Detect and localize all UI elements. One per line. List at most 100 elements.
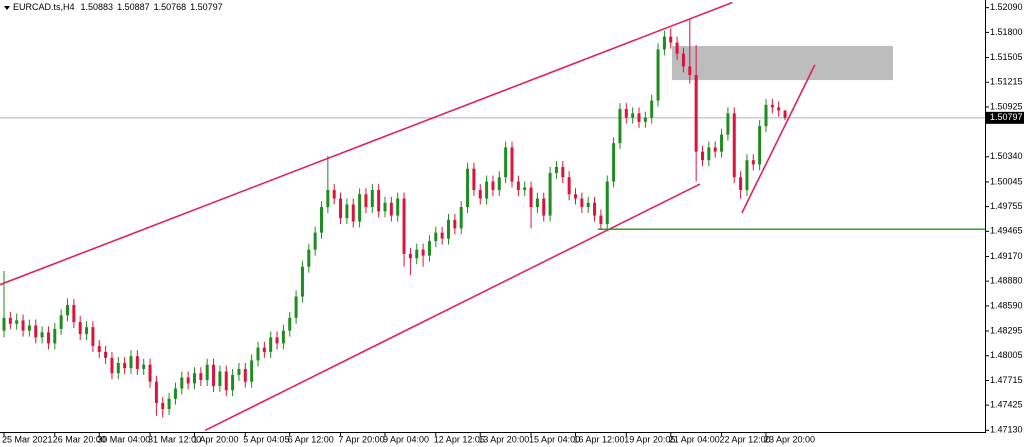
candle-body bbox=[402, 198, 406, 254]
candle-body bbox=[408, 253, 412, 259]
y-tick-label: 1.47715 bbox=[990, 375, 1023, 385]
candle-body bbox=[567, 177, 571, 195]
y-tick-label: 1.47130 bbox=[990, 425, 1023, 435]
x-tick-label: 7 Apr 20:00 bbox=[339, 434, 385, 444]
candle-body bbox=[34, 325, 38, 338]
candle-body bbox=[339, 198, 343, 219]
candle-body bbox=[167, 398, 171, 409]
candle-body bbox=[548, 172, 552, 216]
candle-body bbox=[383, 202, 387, 212]
candle-body bbox=[624, 109, 628, 118]
candle-body bbox=[440, 232, 444, 239]
y-tick-label: 1.50925 bbox=[990, 101, 1023, 111]
candle-body bbox=[777, 107, 781, 111]
candle-body bbox=[688, 66, 692, 75]
candle-body bbox=[307, 249, 311, 267]
y-tick-label: 1.50340 bbox=[990, 151, 1023, 161]
candle-body bbox=[186, 377, 190, 384]
x-tick-label: 6 Apr 12:00 bbox=[288, 434, 334, 444]
candle-body bbox=[161, 403, 165, 409]
x-tick-label: 15 Apr 04:00 bbox=[529, 434, 580, 444]
candle-body bbox=[250, 360, 254, 382]
trend-line bbox=[204, 183, 701, 432]
candle-body bbox=[732, 113, 736, 178]
collapse-icon[interactable] bbox=[4, 6, 10, 10]
candle-body bbox=[453, 219, 457, 229]
candle-body bbox=[707, 147, 711, 161]
x-tick-label: 25 Mar 2021 bbox=[2, 434, 53, 444]
candle-body bbox=[66, 305, 69, 316]
candle-body bbox=[8, 317, 12, 324]
candle-body bbox=[561, 167, 565, 178]
candle-body bbox=[421, 249, 425, 256]
candle-body bbox=[656, 49, 660, 101]
candle-body bbox=[15, 320, 19, 324]
candle-body bbox=[21, 320, 25, 331]
high: 1.50887 bbox=[117, 2, 150, 12]
candle-body bbox=[764, 104, 768, 127]
candle-body bbox=[281, 330, 285, 344]
y-tick-label: 1.49170 bbox=[990, 251, 1023, 261]
candle-body bbox=[243, 368, 247, 382]
candle-body bbox=[783, 110, 787, 118]
candle-body bbox=[415, 249, 419, 259]
candle-body bbox=[523, 187, 527, 191]
candle-body bbox=[199, 373, 203, 381]
x-tick-label: 19 Apr 20:05 bbox=[624, 434, 675, 444]
close: 1.50797 bbox=[190, 2, 223, 12]
candle-body bbox=[478, 190, 482, 199]
header: EURCAD.ts,H4 1.50883 1.50887 1.50768 1.50797 bbox=[13, 2, 223, 12]
candle-body bbox=[123, 362, 127, 369]
candle-body bbox=[135, 356, 139, 369]
candle-body bbox=[53, 328, 57, 344]
x-tick-label: 12 Apr 12:05 bbox=[434, 434, 485, 444]
y-tick-label: 1.52090 bbox=[990, 2, 1023, 12]
x-tick-label: 31 Mar 12:00 bbox=[148, 434, 201, 444]
candle-body bbox=[745, 160, 749, 191]
candle-body bbox=[205, 364, 209, 381]
candle-body bbox=[459, 207, 463, 229]
x-tick-label: 30 Mar 04:00 bbox=[97, 434, 150, 444]
candle-body bbox=[605, 181, 609, 225]
open: 1.50883 bbox=[81, 2, 114, 12]
candle-body bbox=[104, 351, 108, 358]
candle-body bbox=[694, 74, 698, 152]
candle-body bbox=[427, 241, 431, 256]
symbol: EURCAD.ts,H4 bbox=[13, 2, 75, 12]
candle-body bbox=[580, 198, 584, 208]
x-tick-label: 1 Apr 20:00 bbox=[193, 434, 239, 444]
low: 1.50768 bbox=[154, 2, 187, 12]
candle-body bbox=[154, 381, 158, 404]
y-tick-label: 1.51215 bbox=[990, 77, 1023, 87]
candle-body bbox=[256, 347, 260, 361]
x-tick-label: 22 Apr 12:00 bbox=[720, 434, 771, 444]
candle-body bbox=[751, 160, 755, 165]
zone bbox=[672, 46, 893, 81]
x-tick-label: 26 Mar 20:00 bbox=[53, 434, 106, 444]
candle-body bbox=[491, 181, 495, 191]
candle-body bbox=[27, 325, 31, 331]
candle-body bbox=[770, 104, 774, 108]
trend-line bbox=[741, 64, 816, 214]
candle-body bbox=[675, 42, 679, 54]
candle-body bbox=[288, 317, 292, 331]
candle-body bbox=[396, 198, 400, 216]
candle-body bbox=[574, 194, 577, 199]
plot-layer bbox=[0, 1, 985, 432]
candle-body bbox=[726, 113, 730, 135]
candle-body bbox=[504, 147, 508, 178]
candle-body bbox=[326, 190, 330, 208]
candle-body bbox=[320, 207, 323, 233]
candle-body bbox=[720, 134, 724, 152]
candle-body bbox=[529, 187, 533, 208]
trend-line bbox=[0, 1, 733, 286]
candle-body bbox=[631, 113, 635, 118]
candle-body bbox=[650, 100, 654, 118]
candle-body bbox=[269, 337, 273, 352]
candle-body bbox=[116, 362, 120, 374]
price-tag bbox=[986, 111, 1024, 124]
candle-body bbox=[618, 109, 622, 144]
candle-body bbox=[466, 168, 470, 208]
